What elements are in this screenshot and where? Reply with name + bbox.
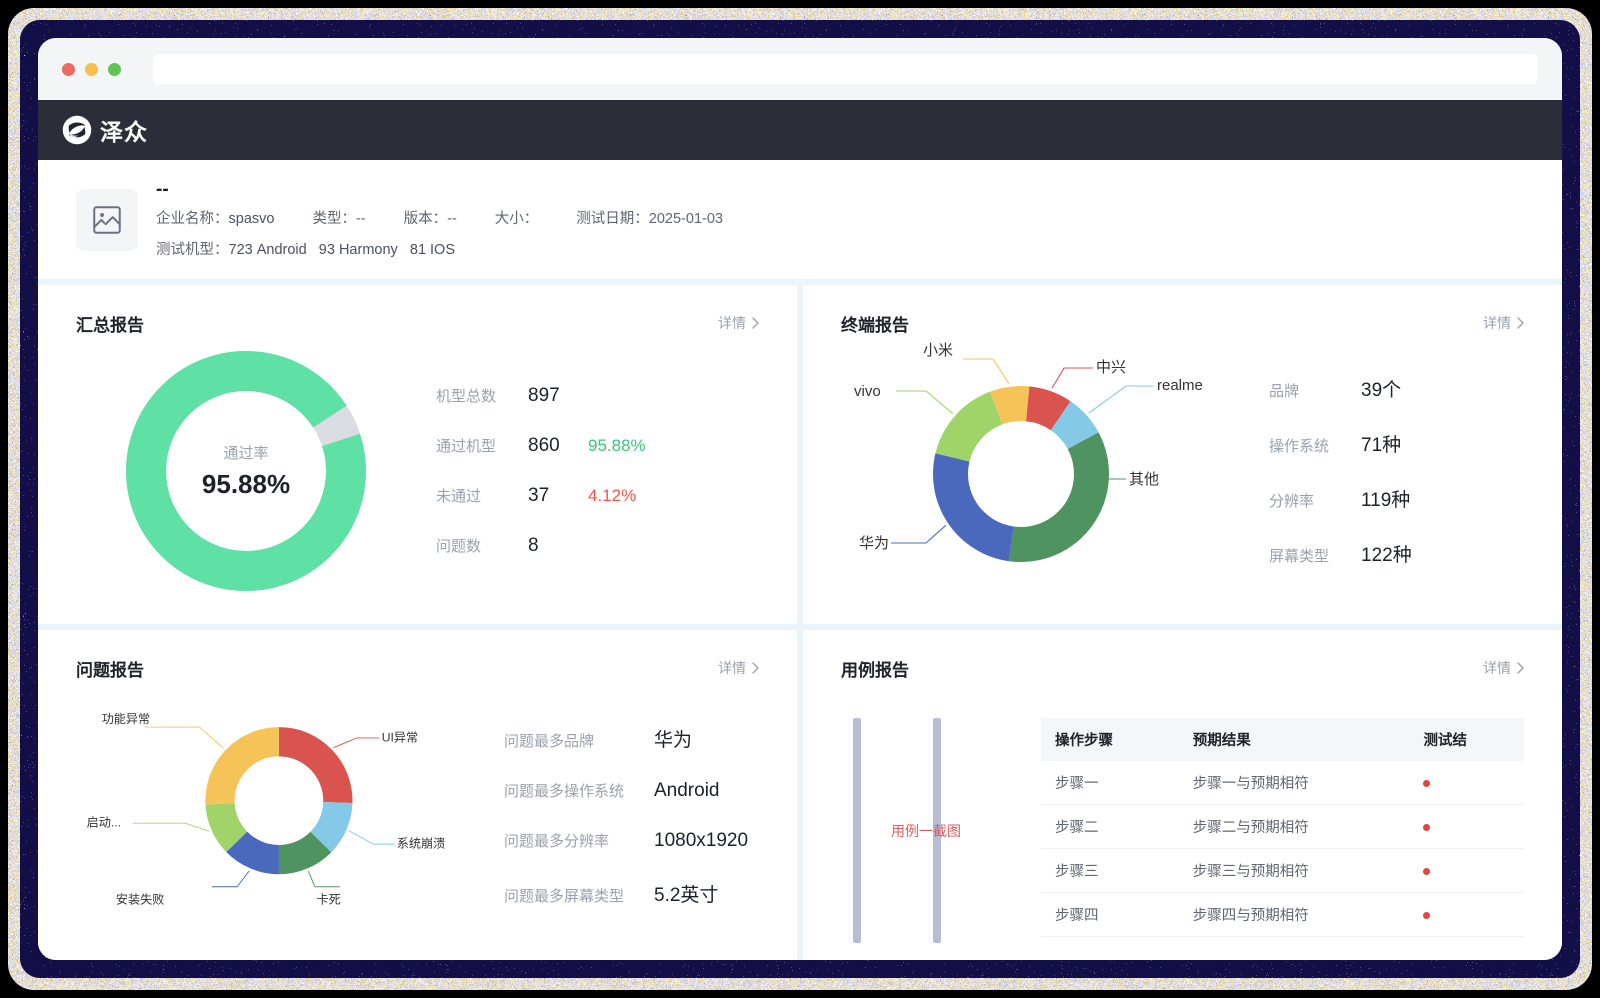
svg-text:小米: 小米	[923, 342, 953, 359]
svg-text:UI异常: UI异常	[382, 730, 418, 744]
svg-text:安装失败: 安装失败	[116, 891, 164, 906]
svg-text:realme: realme	[1157, 377, 1203, 394]
svg-text:系统崩溃: 系统崩溃	[397, 836, 445, 850]
svg-text:华为: 华为	[859, 535, 889, 552]
svg-text:其他: 其他	[1129, 471, 1159, 488]
svg-text:卡死: 卡死	[317, 892, 341, 906]
svg-text:vivo: vivo	[854, 383, 881, 400]
svg-text:中兴: 中兴	[1096, 359, 1126, 376]
svg-text:功能异常: 功能异常	[102, 711, 150, 725]
svg-text:启动...: 启动...	[87, 815, 121, 829]
